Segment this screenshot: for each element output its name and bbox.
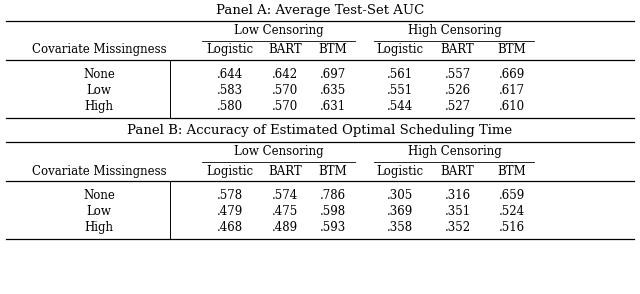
Text: BTM: BTM	[319, 44, 347, 56]
Text: .351: .351	[445, 205, 470, 218]
Text: .352: .352	[445, 221, 470, 234]
Text: .369: .369	[387, 205, 413, 218]
Text: .617: .617	[499, 84, 525, 97]
Text: .697: .697	[319, 68, 346, 81]
Text: Low Censoring: Low Censoring	[234, 145, 323, 158]
Text: Logistic: Logistic	[207, 165, 254, 178]
Text: Panel B: Accuracy of Estimated Optimal Scheduling Time: Panel B: Accuracy of Estimated Optimal S…	[127, 124, 513, 137]
Text: Low Censoring: Low Censoring	[234, 24, 323, 37]
Text: .358: .358	[387, 221, 413, 234]
Text: None: None	[83, 68, 115, 81]
Text: .489: .489	[272, 221, 298, 234]
Text: .526: .526	[445, 84, 470, 97]
Text: .593: .593	[319, 221, 346, 234]
Text: High Censoring: High Censoring	[408, 145, 501, 158]
Text: .516: .516	[499, 221, 525, 234]
Text: BART: BART	[441, 44, 474, 56]
Text: .610: .610	[499, 100, 525, 113]
Text: .316: .316	[445, 189, 470, 202]
Text: .561: .561	[387, 68, 413, 81]
Text: .644: .644	[217, 68, 244, 81]
Text: .524: .524	[499, 205, 525, 218]
Text: .544: .544	[387, 100, 413, 113]
Text: High: High	[84, 100, 114, 113]
Text: Covariate Missingness: Covariate Missingness	[32, 44, 166, 56]
Text: Logistic: Logistic	[207, 44, 254, 56]
Text: High: High	[84, 221, 114, 234]
Text: Panel A: Average Test-Set AUC: Panel A: Average Test-Set AUC	[216, 4, 424, 17]
Text: .635: .635	[319, 84, 346, 97]
Text: .574: .574	[271, 189, 298, 202]
Text: Logistic: Logistic	[376, 44, 424, 56]
Text: Low: Low	[87, 205, 111, 218]
Text: .570: .570	[271, 100, 298, 113]
Text: .659: .659	[499, 189, 525, 202]
Text: .305: .305	[387, 189, 413, 202]
Text: .786: .786	[320, 189, 346, 202]
Text: .583: .583	[218, 84, 243, 97]
Text: BART: BART	[441, 165, 474, 178]
Text: BART: BART	[268, 44, 301, 56]
Text: BTM: BTM	[498, 165, 526, 178]
Text: .468: .468	[218, 221, 243, 234]
Text: .642: .642	[272, 68, 298, 81]
Text: .580: .580	[218, 100, 243, 113]
Text: Covariate Missingness: Covariate Missingness	[32, 165, 166, 178]
Text: Low: Low	[87, 84, 111, 97]
Text: .598: .598	[320, 205, 346, 218]
Text: BTM: BTM	[498, 44, 526, 56]
Text: High Censoring: High Censoring	[408, 24, 501, 37]
Text: None: None	[83, 189, 115, 202]
Text: Logistic: Logistic	[376, 165, 424, 178]
Text: .578: .578	[218, 189, 243, 202]
Text: BTM: BTM	[319, 165, 347, 178]
Text: BART: BART	[268, 165, 301, 178]
Text: .557: .557	[444, 68, 471, 81]
Text: .631: .631	[320, 100, 346, 113]
Text: .479: .479	[217, 205, 244, 218]
Text: .475: .475	[271, 205, 298, 218]
Text: .669: .669	[499, 68, 525, 81]
Text: .570: .570	[271, 84, 298, 97]
Text: .551: .551	[387, 84, 413, 97]
Text: .527: .527	[445, 100, 470, 113]
